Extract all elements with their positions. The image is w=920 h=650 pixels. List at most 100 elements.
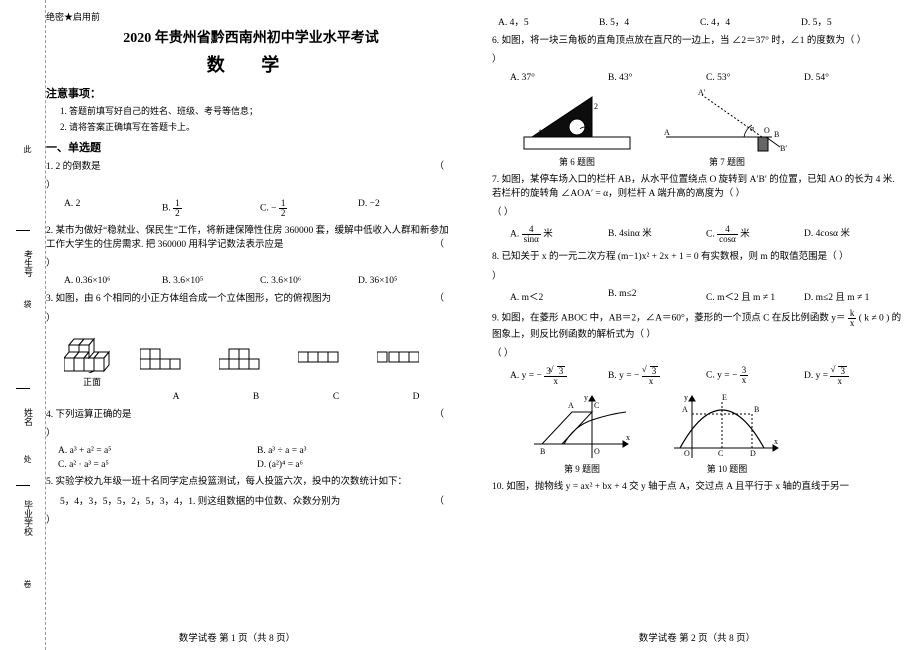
q1: 1. 2 的倒数是 （ [46,160,456,174]
svg-text:x: x [774,437,778,446]
q6-q7-figures: 2 1 第 6 题图 A A′ α [522,89,902,168]
q3-front-label: 正面 [64,375,120,388]
q6: 6. 如图，将一块三角板的直角顶点放在直尺的一边上，当 ∠2＝37° 时，∠1 … [492,34,902,48]
q1-text: 1. 2 的倒数是 [46,162,101,172]
q9-options: A. y = − 33x B. y = − 3x C. y = − 3x D. … [510,366,902,386]
section-1-heading: 一、单选题 [46,139,456,155]
q6-blank: ） [492,53,902,67]
q9-A: A. y = − 33x [510,366,608,386]
svg-text:O: O [764,126,770,135]
rhombus-graph-icon: B A C O x y [532,392,632,462]
q2-options: A. 0.36×10⁶ B. 3.6×10⁵ C. 3.6×10⁶ D. 36×… [64,276,456,286]
q6-caption: 第 6 题图 [522,155,632,168]
notice-2: 2. 请将答案正确填写在答题卡上。 [60,120,456,133]
q4: 4. 下列运算正确的是 （ [46,408,456,422]
q9-caption: 第 9 题图 [532,462,632,475]
q8-D: D. m≤2 且 m ≠ 1 [804,289,902,303]
q4-opts-row2: C. a² · a³ = a⁵ D. (a²)⁴ = a⁶ [58,460,456,470]
subject-title: 数 学 [46,51,456,77]
q5-B: B. 5，4 [599,14,700,28]
gutter-line [16,485,30,486]
svg-text:x: x [626,433,630,442]
grid-icon [219,347,261,371]
q6-C: C. 53° [706,73,804,83]
q5-data: 5，4，3，5，5，2，5，3，4，1. 则这组数据的中位数、众数分别为 （ [60,495,456,509]
q4-A: A. a³ + a² = a⁵ [58,446,257,456]
svg-text:B: B [754,405,759,414]
q2: 2. 某市为做好“稳就业、保民生”工作，将新建保障性住房 360000 套，缓解… [46,224,456,253]
gutter-line [16,230,30,231]
q7-D: D. 4cosα 米 [804,225,902,244]
q3-blank: ） [46,312,456,326]
q5-text: 5. 实验学校九年级一班十名同学定点投篮测试，每人投篮六次，投中的次数统计如下： [46,477,407,487]
blank-paren: （ [434,238,444,252]
q8-B: B. m≤2 [608,289,706,303]
q8-C: C. m＜2 且 m ≠ 1 [706,289,804,303]
q7-options: A. 4sinα 米 B. 4sinα 米 C. 4cosα 米 D. 4cos… [510,225,902,244]
q3-optD [377,350,456,368]
q9-figure: B A C O x y 第 9 题图 [532,392,632,475]
cubes-icon [64,331,120,373]
q7-B: B. 4sinα 米 [608,225,706,244]
svg-text:C: C [718,449,723,458]
gutter-name: 姓名 [22,408,35,426]
q6-D: D. 54° [804,73,902,83]
q10-figure: A B E O C D x y 第 10 题图 [672,392,782,475]
q8: 8. 已知关于 x 的一元二次方程 (m−1)x² + 2x + 1 = 0 有… [492,250,902,264]
q7: 7. 如图，某停车场入口的栏杆 AB，从水平位置绕点 O 旋转到 A′B′ 的位… [492,173,902,202]
q2-A: A. 0.36×10⁶ [64,276,162,286]
q4-B: B. a³ ÷ a = a³ [257,446,456,456]
q7-A: A. 4sinα 米 [510,225,608,244]
q5-blank: ） [46,514,456,528]
q8-blank: ） [492,270,902,284]
q4-C: C. a² · a³ = a⁵ [58,460,257,470]
grid-icon [377,350,419,368]
svg-text:O: O [594,447,600,456]
q1-A: A. 2 [64,199,162,218]
blank-paren: （ [434,408,444,422]
gutter-mark: 此 [22,145,33,153]
svg-text:E: E [722,393,727,402]
svg-text:O: O [684,449,690,458]
q9-blank: （ ） [492,347,902,361]
svg-text:B: B [540,447,545,456]
q3-optA [140,347,219,371]
gate-bar-icon: A A′ α O B B′ [662,89,792,155]
svg-text:A′: A′ [698,89,706,97]
q1-C: C. − 12 [260,199,358,218]
q7-figure: A A′ α O B B′ 第 7 题图 [662,89,792,168]
q3-optB [219,347,298,371]
q5-options: A. 4，5 B. 5，4 C. 4，4 D. 5，5 [498,14,902,28]
triangle-ruler-icon: 2 1 [522,89,632,155]
q8-A: A. m＜2 [510,289,608,303]
svg-text:2: 2 [594,102,598,111]
q6-figure: 2 1 第 6 题图 [522,89,632,168]
q10-caption: 第 10 题图 [672,462,782,475]
q3-labels: A B C D [136,392,456,402]
q5-A: A. 4，5 [498,14,599,28]
grid-icon [298,350,340,368]
blank-paren: （ [434,292,444,306]
svg-text:D: D [750,449,756,458]
page-2-footer: 数学试卷 第 2 页（共 8 页） [474,630,920,644]
q1-D: D. −2 [358,199,456,218]
q9-q10-figures: B A C O x y 第 9 题图 [532,392,902,475]
q1-options: A. 2 B. 12 C. − 12 D. −2 [64,199,456,218]
q7-caption: 第 7 题图 [662,155,792,168]
q3-figures: 正面 [64,331,456,388]
q3-text: 3. 如图，由 6 个相同的小正方体组合成一个立体图形，它的俯视图为 [46,294,331,304]
gutter-mark: 袋 [22,300,33,308]
gutter-mark: 卷 [22,580,33,588]
q6-options: A. 37° B. 43° C. 53° D. 54° [510,73,902,83]
gutter-line [16,388,30,389]
q5-D: D. 5，5 [801,14,902,28]
svg-text:B′: B′ [780,144,787,153]
header-secret: 绝密★启用前 [46,10,456,23]
q4-text: 4. 下列运算正确的是 [46,410,132,420]
parabola-graph-icon: A B E O C D x y [672,392,782,462]
q1-blank: ） [46,179,456,193]
exam-title: 2020 年贵州省黔西南州初中学业水平考试 [46,27,456,47]
page-1: 毕业学校 姓名 考生号 此 袋 处 卷 绝密★启用前 2020 年贵州省黔西南州… [0,0,474,650]
q4-D: D. (a²)⁴ = a⁶ [257,460,456,470]
gutter-mark: 处 [22,455,33,463]
